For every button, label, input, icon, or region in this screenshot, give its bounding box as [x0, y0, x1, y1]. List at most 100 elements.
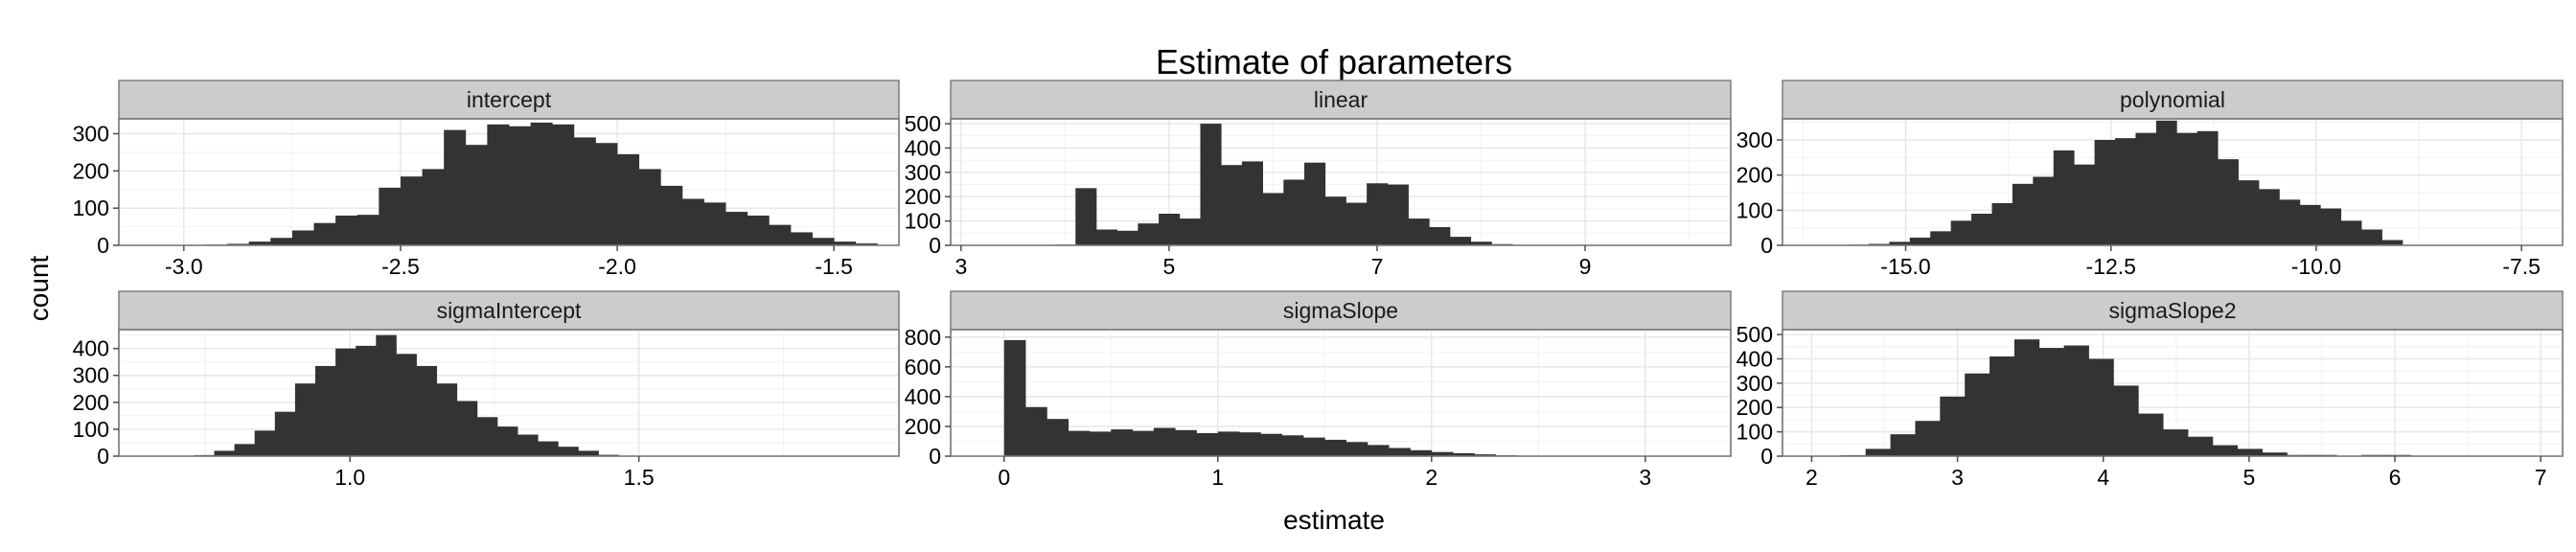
histogram-bar — [2163, 429, 2189, 456]
panel-border — [118, 118, 900, 246]
histogram-bar — [552, 124, 575, 245]
histogram-bar — [2088, 358, 2114, 456]
x-tick-label: 2 — [1806, 465, 1818, 490]
histogram-bar — [1346, 202, 1368, 245]
y-tick-label: 200 — [1736, 395, 1773, 420]
facet-strip — [1782, 290, 2564, 331]
histogram-bar — [2094, 140, 2116, 245]
panel-border — [1782, 118, 2564, 246]
histogram-bar — [595, 143, 618, 245]
histogram-bar — [400, 176, 423, 245]
x-tick-label: 5 — [2242, 465, 2255, 490]
histogram-bar — [681, 198, 704, 245]
histogram-bar — [2138, 413, 2164, 456]
facet-sigmaSlope: sigmaSlope 0 1 2 3 0 200 400 600 800 — [905, 290, 1732, 490]
y-axis: 0 100 200 300 — [73, 122, 119, 258]
facet-strip — [118, 290, 900, 331]
histogram-bar — [315, 365, 336, 456]
histogram-bar — [1431, 451, 1454, 456]
histogram-bar — [2320, 208, 2342, 245]
histogram-bar — [812, 238, 835, 245]
y-tick-label: 200 — [73, 158, 109, 183]
x-tick-label: 3 — [1639, 465, 1651, 490]
histogram-bar — [747, 215, 770, 245]
x-tick-label: 3 — [954, 254, 967, 279]
y-tick-label: 800 — [905, 325, 941, 350]
y-tick-label: 0 — [97, 444, 109, 469]
histogram-bar — [1389, 448, 1411, 456]
histogram-bar — [769, 224, 792, 245]
x-tick-label: 9 — [1579, 254, 1592, 279]
x-axis: -15.0 -12.5 -10.0 -7.5 — [1880, 245, 2541, 279]
facet-strip — [950, 290, 1732, 331]
y-tick-label: 200 — [1736, 163, 1773, 188]
histogram-bar — [1971, 214, 1992, 245]
histogram-bar — [2381, 240, 2404, 245]
histogram-bar — [2135, 132, 2157, 245]
histogram-bar — [1196, 432, 1219, 456]
histogram-bar — [496, 426, 518, 456]
histogram-bar — [456, 401, 478, 456]
panel-border — [1782, 329, 2564, 457]
histogram-bar — [2258, 189, 2280, 245]
histogram-bar — [1950, 220, 1972, 245]
x-tick-label: 1.5 — [624, 465, 655, 490]
facets-group: intercept-3.0 -2.5 -2.0 -1.50100200300linea… — [73, 80, 2564, 490]
histogram-bar — [1179, 218, 1201, 245]
histogram-bar — [1324, 439, 1346, 456]
facet-strip-label: sigmaIntercept — [437, 298, 582, 323]
y-axis-title: count — [24, 256, 54, 322]
histogram-bar — [379, 187, 402, 245]
histogram-bar — [376, 334, 397, 456]
x-axis: -3.0 -2.5 -2.0 -1.5 — [165, 245, 853, 279]
x-tick-label: 3 — [1951, 465, 1964, 490]
x-tick-label: 2 — [1425, 465, 1438, 490]
histogram-bar — [1453, 452, 1475, 456]
histogram-bar — [2262, 452, 2288, 456]
histogram-bar — [1111, 429, 1133, 456]
x-axis: 2 3 4 5 6 7 — [1806, 456, 2547, 490]
histogram-bar — [834, 242, 857, 245]
histogram-bar — [2013, 339, 2040, 456]
histogram-bar — [2063, 345, 2089, 456]
histogram-bar — [1200, 124, 1222, 245]
histogram-bar — [1367, 445, 1390, 456]
histogram-bar — [617, 153, 640, 245]
facet-strip — [118, 80, 900, 120]
histogram-bar — [270, 238, 293, 245]
y-tick-label: 0 — [97, 233, 109, 258]
x-tick-label: 7 — [1371, 254, 1384, 279]
histogram-bar — [1241, 161, 1263, 245]
histogram-bar — [1408, 218, 1430, 245]
histogram-bar — [248, 242, 271, 245]
histogram-bar — [1890, 434, 1916, 456]
histogram-bar — [573, 137, 596, 245]
histogram-bar — [1075, 188, 1097, 245]
facet-strip-label: intercept — [467, 87, 552, 112]
panel-border — [118, 329, 900, 457]
y-tick-label: 100 — [1736, 197, 1773, 222]
histogram-bar — [1940, 396, 1966, 456]
histogram-bar — [1915, 421, 1941, 456]
histogram-bar — [2187, 436, 2214, 456]
x-tick-label: -2.0 — [598, 254, 636, 279]
histogram-bar — [2176, 132, 2198, 245]
y-tick-label: 600 — [905, 355, 941, 380]
histogram-bar — [703, 202, 726, 245]
histogram-bar — [291, 230, 314, 245]
facet-strip-label: polynomial — [2120, 87, 2225, 112]
y-tick-label: 400 — [73, 336, 109, 361]
y-tick-label: 0 — [1760, 233, 1773, 258]
y-tick-label: 200 — [73, 390, 109, 415]
facet-strip — [1782, 80, 2564, 120]
histogram-bar — [274, 411, 296, 456]
facet-intercept: intercept -3.0 -2.5 -2.0 -1.5 0 100 200 300 — [73, 80, 900, 279]
x-tick-label: -7.5 — [2502, 254, 2541, 279]
y-axis: 0 100 200 300 — [1736, 127, 1782, 258]
histogram-bar — [2038, 348, 2065, 456]
y-tick-label: 200 — [905, 414, 941, 439]
